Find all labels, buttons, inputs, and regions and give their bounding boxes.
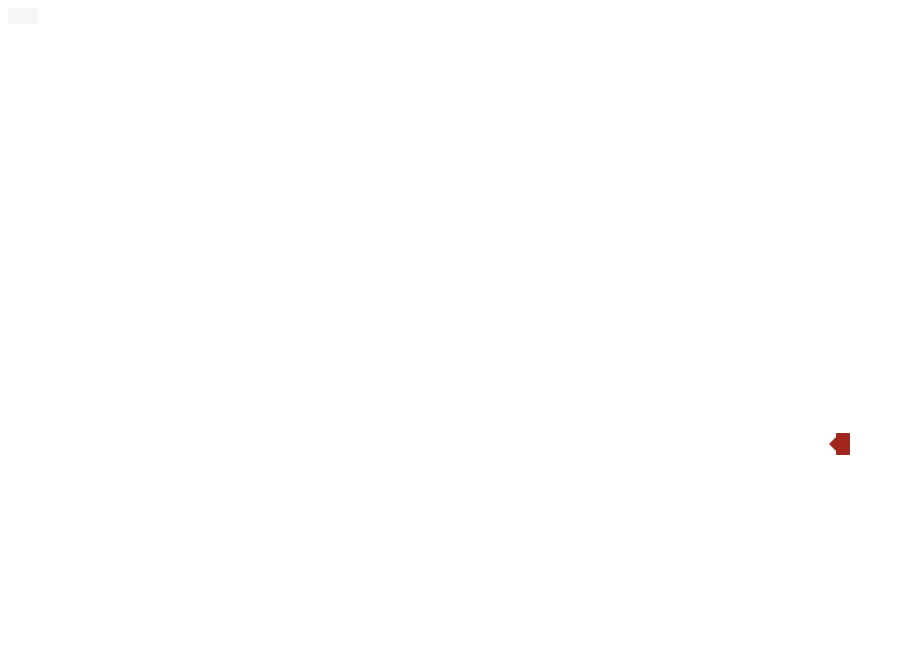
shell-capital-logo: [8, 620, 14, 647]
last-value-badge: [829, 433, 850, 455]
badge-arrow-icon: [829, 437, 836, 451]
chart-title: [8, 8, 38, 24]
